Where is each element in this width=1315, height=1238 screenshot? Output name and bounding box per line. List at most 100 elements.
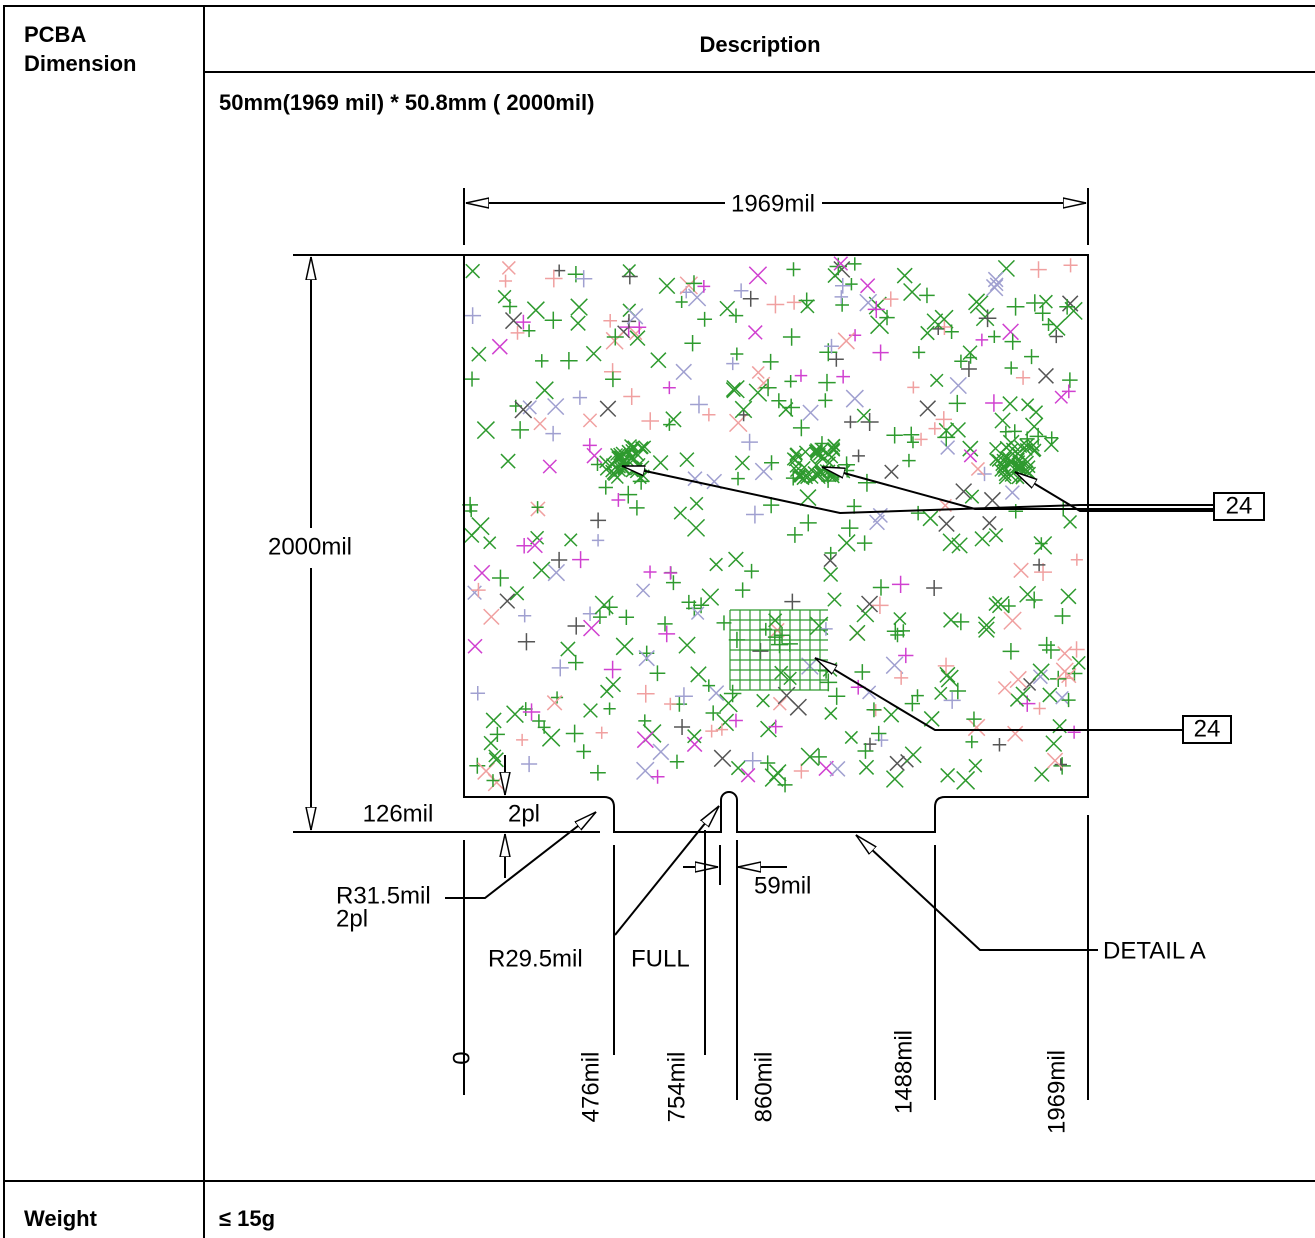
component-mark	[904, 696, 921, 712]
leader	[614, 805, 720, 936]
component-mark	[988, 597, 1003, 612]
component-mark	[467, 638, 483, 654]
component-mark	[690, 395, 708, 414]
component-mark	[488, 752, 504, 768]
component-mark	[890, 627, 905, 643]
component-mark	[988, 330, 1001, 343]
component-mark	[650, 769, 665, 784]
component-mark	[613, 447, 627, 461]
component-mark	[560, 351, 578, 370]
component-mark	[985, 394, 1003, 412]
component-mark	[669, 754, 685, 769]
slot-radius: R29.5mil	[488, 945, 583, 972]
x-position: 476mil	[577, 1052, 604, 1123]
component-mark	[808, 444, 822, 458]
component-mark	[846, 498, 862, 514]
component-mark	[1059, 298, 1075, 315]
component-mark	[747, 325, 763, 340]
component-mark	[1024, 349, 1040, 365]
component-mark	[833, 256, 849, 271]
component-mark	[686, 600, 703, 617]
component-mark	[823, 553, 838, 568]
component-mark	[907, 381, 920, 394]
component-mark	[889, 755, 905, 772]
component-mark	[756, 693, 770, 708]
component-mark	[1001, 599, 1016, 613]
x-position: 860mil	[750, 1052, 777, 1123]
component-mark	[975, 307, 995, 327]
component-mark	[685, 275, 703, 292]
component-mark	[994, 412, 1011, 429]
component-mark	[687, 288, 707, 307]
component-mark	[977, 466, 992, 482]
component-mark	[590, 512, 607, 529]
component-mark	[968, 293, 986, 311]
callout-box	[1213, 492, 1265, 521]
component-mark	[743, 751, 762, 770]
component-mark	[662, 381, 676, 395]
component-mark	[1046, 752, 1064, 769]
component-mark	[1006, 297, 1025, 316]
component-mark	[632, 472, 650, 490]
component-mark	[531, 501, 544, 514]
corner-count: 2pl	[336, 905, 368, 932]
component-mark	[516, 733, 529, 746]
component-mark	[856, 604, 875, 623]
leader	[822, 466, 1214, 510]
component-mark	[719, 300, 736, 317]
component-mark	[940, 767, 956, 783]
component-mark	[975, 333, 989, 347]
component-mark	[1063, 514, 1078, 529]
component-mark	[1026, 438, 1040, 452]
component-mark	[919, 400, 937, 417]
component-mark	[658, 277, 676, 295]
component-mark	[1004, 485, 1020, 501]
component-mark	[619, 485, 638, 504]
component-mark	[1030, 261, 1047, 278]
component-mark	[716, 615, 732, 631]
slot-width: 59mil	[754, 872, 811, 899]
component-mark	[828, 687, 846, 705]
component-mark	[800, 471, 814, 485]
component-mark	[910, 505, 926, 521]
component-mark	[977, 616, 996, 634]
component-mark	[530, 530, 545, 545]
column-divider	[203, 5, 205, 1238]
component-mark	[518, 609, 532, 623]
component-mark	[818, 760, 834, 777]
component-mark	[1034, 563, 1052, 582]
component-mark	[856, 535, 873, 551]
component-mark	[950, 421, 966, 438]
component-mark	[572, 551, 590, 569]
component-mark	[778, 402, 794, 418]
component-mark	[1032, 663, 1050, 681]
component-mark	[728, 308, 744, 323]
component-mark	[1009, 670, 1027, 689]
component-mark	[902, 453, 916, 468]
component-mark	[974, 531, 991, 547]
component-mark	[1004, 333, 1021, 350]
component-mark	[896, 267, 913, 284]
component-mark	[1062, 372, 1078, 388]
component-mark	[535, 381, 554, 400]
component-mark	[600, 684, 614, 699]
component-mark	[768, 719, 783, 734]
component-mark	[594, 595, 614, 615]
component-mark	[874, 733, 889, 747]
leader	[445, 811, 597, 899]
component-mark	[1029, 405, 1044, 420]
component-mark	[582, 413, 598, 428]
component-mark	[675, 295, 688, 308]
component-mark	[1042, 687, 1058, 703]
component-mark	[545, 425, 561, 442]
component-mark	[827, 592, 842, 607]
component-mark	[751, 365, 765, 380]
component-mark	[938, 515, 955, 533]
component-mark	[1015, 370, 1031, 385]
component-mark	[834, 290, 849, 304]
component-mark	[966, 711, 982, 727]
component-mark	[844, 415, 857, 429]
component-mark	[599, 400, 617, 418]
component-mark	[625, 443, 639, 457]
